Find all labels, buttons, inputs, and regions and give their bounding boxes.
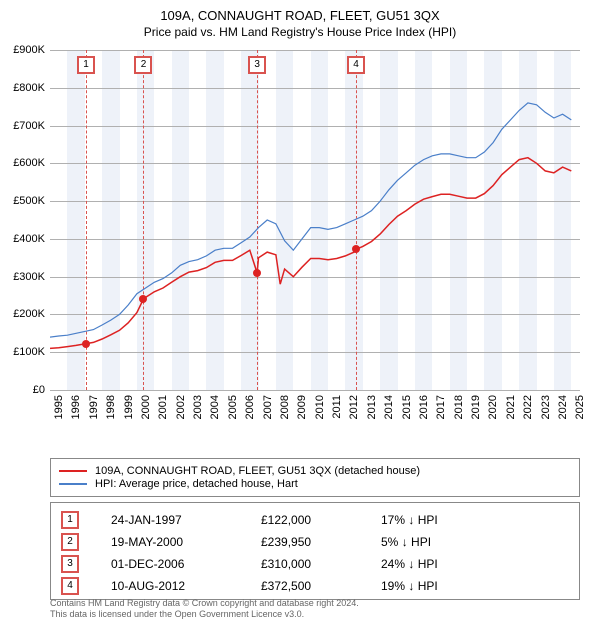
- footer-line2: This data is licensed under the Open Gov…: [50, 609, 580, 620]
- x-axis-label: 1998: [105, 395, 117, 419]
- x-axis-label: 2010: [314, 395, 326, 419]
- x-axis-label: 2001: [157, 395, 169, 419]
- x-axis-label: 2017: [435, 395, 447, 419]
- y-axis-label: £300K: [0, 271, 45, 283]
- down-arrow-icon: ↓: [408, 513, 414, 527]
- x-axis-label: 2020: [487, 395, 499, 419]
- sale-row: 2 19-MAY-2000£239,9505% ↓ HPI: [51, 531, 579, 553]
- sale-date: 01-DEC-2006: [111, 557, 261, 571]
- x-axis-label: 2022: [522, 395, 534, 419]
- x-axis-label: 2019: [470, 395, 482, 419]
- x-axis-label: 2018: [453, 395, 465, 419]
- x-axis-label: 2006: [244, 395, 256, 419]
- sale-num-box: 4: [61, 577, 79, 595]
- sale-price: £310,000: [261, 557, 381, 571]
- line-svg: [50, 50, 580, 390]
- x-axis-label: 1995: [53, 395, 65, 419]
- x-axis-label: 2009: [296, 395, 308, 419]
- sale-num-box: 2: [61, 533, 79, 551]
- chart-area: £0£100K£200K£300K£400K£500K£600K£700K£80…: [50, 50, 580, 420]
- title-subtitle: Price paid vs. HM Land Registry's House …: [0, 25, 600, 39]
- x-axis-label: 2011: [331, 395, 343, 419]
- sale-row: 4 10-AUG-2012£372,50019% ↓ HPI: [51, 575, 579, 597]
- series-price: [50, 158, 571, 349]
- down-arrow-icon: ↓: [402, 535, 408, 549]
- x-axis-label: 2021: [505, 395, 517, 419]
- sales-table: 1 24-JAN-1997£122,00017% ↓ HPI 2 19-MAY-200…: [50, 502, 580, 600]
- sale-delta: 5% ↓ HPI: [381, 535, 561, 549]
- sale-price: £239,950: [261, 535, 381, 549]
- y-axis-label: £800K: [0, 82, 45, 94]
- legend-label-price: 109A, CONNAUGHT ROAD, FLEET, GU51 3QX (d…: [95, 465, 420, 477]
- y-axis-label: £600K: [0, 157, 45, 169]
- x-axis-label: 2016: [418, 395, 430, 419]
- x-axis-label: 2015: [401, 395, 413, 419]
- y-axis-label: £400K: [0, 233, 45, 245]
- legend-swatch-price: [59, 470, 87, 472]
- x-axis-label: 1996: [70, 395, 82, 419]
- legend-item-hpi: HPI: Average price, detached house, Hart: [59, 478, 571, 490]
- legend-swatch-hpi: [59, 483, 87, 485]
- x-axis-label: 1999: [123, 395, 135, 419]
- sale-price: £372,500: [261, 579, 381, 593]
- x-axis-label: 2003: [192, 395, 204, 419]
- sale-price: £122,000: [261, 513, 381, 527]
- x-axis-label: 2005: [227, 395, 239, 419]
- x-axis-label: 2000: [140, 395, 152, 419]
- y-axis-label: £0: [0, 384, 45, 396]
- legend-item-price: 109A, CONNAUGHT ROAD, FLEET, GU51 3QX (d…: [59, 465, 571, 477]
- sale-date: 24-JAN-1997: [111, 513, 261, 527]
- x-axis-label: 2007: [262, 395, 274, 419]
- gridline: [50, 390, 580, 391]
- sale-row: 1 24-JAN-1997£122,00017% ↓ HPI: [51, 509, 579, 531]
- legend: 109A, CONNAUGHT ROAD, FLEET, GU51 3QX (d…: [50, 458, 580, 497]
- down-arrow-icon: ↓: [408, 557, 414, 571]
- y-axis-label: £100K: [0, 346, 45, 358]
- sale-date: 19-MAY-2000: [111, 535, 261, 549]
- footer-line1: Contains HM Land Registry data © Crown c…: [50, 598, 580, 609]
- y-axis-label: £200K: [0, 308, 45, 320]
- y-axis-label: £700K: [0, 120, 45, 132]
- x-axis-label: 2024: [557, 395, 569, 419]
- x-axis-label: 2025: [574, 395, 586, 419]
- x-axis-label: 2013: [366, 395, 378, 419]
- sale-date: 10-AUG-2012: [111, 579, 261, 593]
- x-axis-label: 1997: [88, 395, 100, 419]
- x-axis-label: 2002: [175, 395, 187, 419]
- series-hpi: [50, 103, 571, 337]
- sale-num-box: 1: [61, 511, 79, 529]
- chart-titles: 109A, CONNAUGHT ROAD, FLEET, GU51 3QX Pr…: [0, 0, 600, 39]
- title-address: 109A, CONNAUGHT ROAD, FLEET, GU51 3QX: [0, 8, 600, 23]
- x-axis-label: 2008: [279, 395, 291, 419]
- sale-delta: 19% ↓ HPI: [381, 579, 561, 593]
- down-arrow-icon: ↓: [408, 579, 414, 593]
- footer-attribution: Contains HM Land Registry data © Crown c…: [50, 598, 580, 620]
- sale-delta: 17% ↓ HPI: [381, 513, 561, 527]
- plot-region: £0£100K£200K£300K£400K£500K£600K£700K£80…: [50, 50, 580, 390]
- sale-delta: 24% ↓ HPI: [381, 557, 561, 571]
- y-axis-label: £500K: [0, 195, 45, 207]
- x-axis-label: 2023: [540, 395, 552, 419]
- x-axis-label: 2014: [383, 395, 395, 419]
- x-axis-label: 2004: [209, 395, 221, 419]
- sale-row: 3 01-DEC-2006£310,00024% ↓ HPI: [51, 553, 579, 575]
- y-axis-label: £900K: [0, 44, 45, 56]
- legend-label-hpi: HPI: Average price, detached house, Hart: [95, 478, 298, 490]
- sale-num-box: 3: [61, 555, 79, 573]
- x-axis-label: 2012: [348, 395, 360, 419]
